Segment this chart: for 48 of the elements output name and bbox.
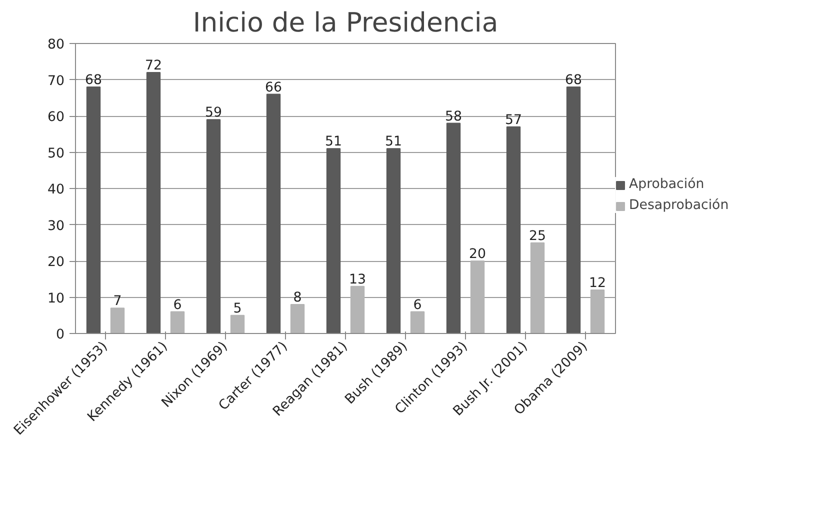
data-label: 68 <box>85 73 102 88</box>
data-label: 6 <box>413 298 422 313</box>
bar <box>206 119 221 334</box>
data-label: 51 <box>325 134 342 150</box>
bar <box>350 286 365 334</box>
legend-label: Desaprobación <box>629 198 729 213</box>
bar <box>506 126 521 334</box>
y-tick-label: 0 <box>56 328 65 342</box>
y-tick-label: 20 <box>48 255 65 270</box>
bar <box>446 122 461 334</box>
data-label: 7 <box>113 294 122 310</box>
y-tick-label: 30 <box>48 218 65 234</box>
y-tick-label: 70 <box>48 74 65 89</box>
bar <box>230 314 245 334</box>
y-tick-label: 50 <box>48 146 65 162</box>
bar <box>410 311 425 334</box>
data-label: 5 <box>233 301 242 316</box>
data-label: 13 <box>349 272 366 288</box>
data-label: 59 <box>205 106 222 121</box>
bar <box>470 260 485 334</box>
data-label: 12 <box>589 276 606 291</box>
legend-label: Aprobación <box>629 177 704 192</box>
bar <box>170 311 185 334</box>
data-label: 8 <box>293 290 302 306</box>
data-label: 66 <box>265 80 282 96</box>
y-tick-label: 40 <box>48 182 65 198</box>
bar <box>266 94 281 334</box>
data-label: 20 <box>469 247 486 262</box>
bar <box>566 86 581 334</box>
data-label: 57 <box>505 112 522 128</box>
data-label: 72 <box>145 58 162 74</box>
data-label: 25 <box>529 228 546 244</box>
bar <box>326 148 341 334</box>
data-label: 68 <box>565 73 582 88</box>
bar <box>386 148 401 334</box>
y-tick-label: 10 <box>48 291 65 306</box>
bar <box>86 86 101 334</box>
data-label: 58 <box>445 109 462 124</box>
chart-title: Inicio de la Presidencia <box>192 8 498 38</box>
data-label: 51 <box>385 134 402 150</box>
bar <box>110 308 125 334</box>
data-label: 6 <box>173 298 182 313</box>
bar <box>530 242 545 334</box>
y-tick-label: 80 <box>48 38 65 52</box>
bar <box>290 304 305 334</box>
bar <box>146 72 161 334</box>
y-tick-label: 60 <box>48 110 65 125</box>
bar <box>590 290 605 334</box>
